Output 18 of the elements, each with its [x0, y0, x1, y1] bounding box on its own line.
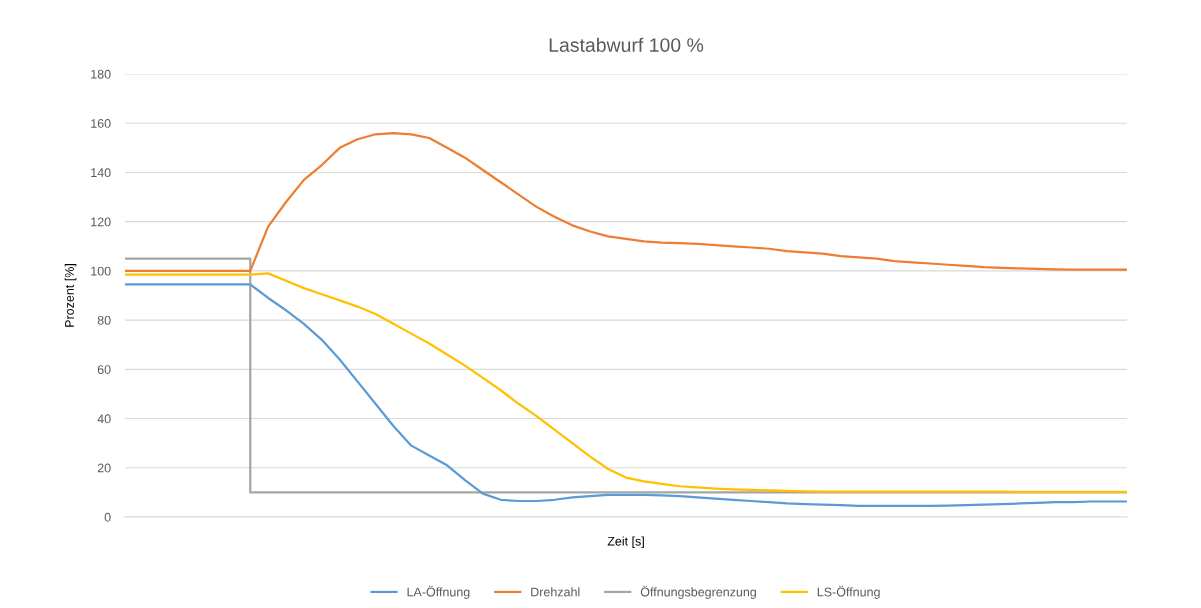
legend-label: LA-Öffnung	[407, 585, 470, 599]
legend-label: Drehzahl	[531, 587, 580, 597]
chart-title: Lastabwurf 100 %	[549, 37, 704, 52]
y-tick-label: 80	[97, 315, 111, 325]
x-axis-title: Zeit [s]	[607, 536, 644, 549]
y-tick-label: 180	[91, 69, 111, 79]
y-tick-label: 20	[97, 463, 111, 473]
y-tick-label: 0	[104, 512, 111, 522]
y-tick-label: 140	[91, 168, 111, 178]
y-tick-label: 40	[97, 414, 111, 424]
y-axis-title: Prozent [%]	[64, 264, 77, 327]
y-tick-label: 120	[91, 217, 111, 227]
y-tick-label: 100	[91, 266, 111, 276]
y-tick-label: 160	[91, 119, 111, 128]
legend-label: Öffnungsbegrenzung	[640, 585, 756, 599]
legend-label: LS-Öffnung	[817, 585, 880, 599]
line-series	[125, 131, 1127, 272]
y-tick-label: 60	[97, 365, 111, 374]
